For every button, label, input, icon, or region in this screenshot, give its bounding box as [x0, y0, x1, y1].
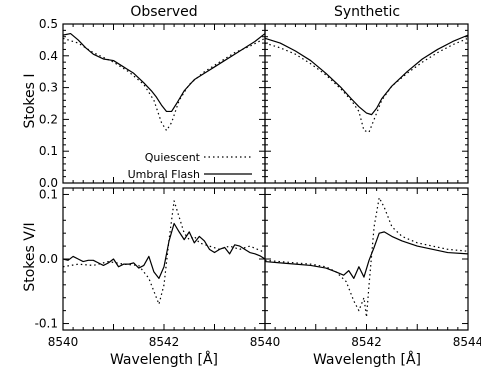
y-tick-label: 0.0 [39, 252, 58, 266]
panel-observed-stokes-i: 0.0 0.1 0.2 0.3 0.4 0.5 [39, 17, 266, 190]
series-line-umbral-flash [264, 34, 469, 116]
x-tick-label: 8540 [48, 335, 79, 349]
series-line-quiescent [264, 37, 469, 133]
y-tick-label: 0.5 [39, 17, 58, 31]
panel-synthetic-stokes-v: 8540 8542 8544 [250, 187, 481, 349]
plot-frame [264, 23, 469, 184]
plot-frame [264, 187, 469, 331]
y-tick-label: 0.1 [39, 144, 58, 158]
y-tick-label: 0.3 [39, 81, 58, 95]
series-line-quiescent [62, 37, 266, 132]
legend: Quiescent Umbral Flash [128, 151, 252, 181]
chart-title: Observed [130, 4, 197, 20]
series-line-umbral-flash [62, 32, 266, 113]
x-tick-label: 8540 [250, 335, 281, 349]
series-line-umbral-flash [264, 231, 469, 279]
y-tick-label: 0.2 [39, 112, 58, 126]
legend-label: Quiescent [145, 151, 201, 164]
x-tick-label: 8542 [351, 335, 382, 349]
series-line-quiescent [62, 200, 266, 305]
y-tick-label: 0.1 [39, 187, 58, 201]
x-tick-label: 8544 [453, 335, 481, 349]
legend-label: Umbral Flash [128, 168, 200, 181]
y-tick-label: 0.0 [39, 176, 58, 190]
y-tick-label: 0.4 [39, 49, 58, 63]
y-axis-title: Stokes V/I [22, 222, 38, 291]
panel-observed-stokes-v: -0.1 0.0 0.1 8540 8542 [35, 187, 266, 349]
x-axis-title: Wavelength [Å] [313, 351, 421, 368]
panel-synthetic-stokes-i [264, 23, 469, 184]
chart-title: Synthetic [334, 4, 400, 20]
plot-frame [62, 187, 266, 331]
y-tick-label: -0.1 [35, 317, 58, 331]
series-line-umbral-flash [62, 222, 266, 279]
series-line-quiescent [264, 197, 469, 318]
x-axis-title: Wavelength [Å] [110, 351, 218, 368]
y-axis-title: Stokes I [22, 73, 38, 128]
x-tick-label: 8542 [149, 335, 180, 349]
